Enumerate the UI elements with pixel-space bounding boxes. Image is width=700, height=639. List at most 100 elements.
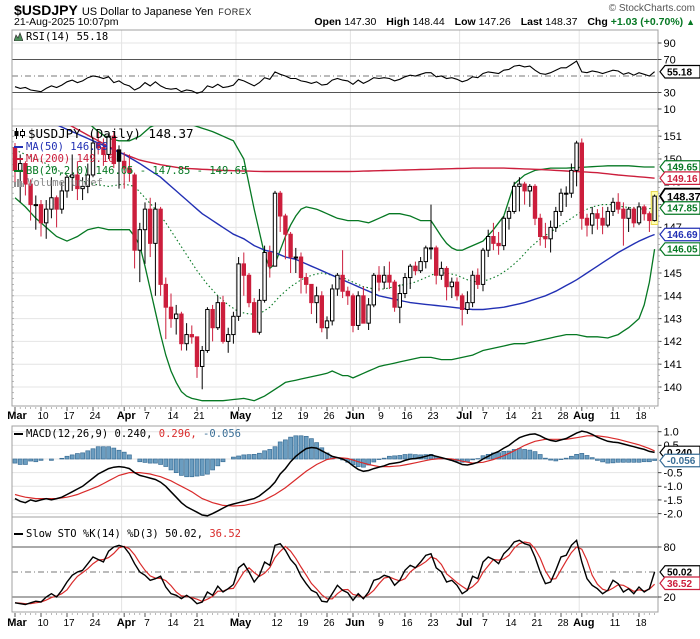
candle bbox=[345, 290, 351, 297]
candle bbox=[610, 201, 616, 212]
svg-text:143: 143 bbox=[664, 313, 682, 325]
svg-text:30: 30 bbox=[664, 87, 676, 99]
macd-histogram-bar bbox=[158, 458, 163, 465]
svg-text:7: 7 bbox=[482, 411, 488, 422]
candle bbox=[631, 208, 636, 224]
macd-value: 0.240, bbox=[114, 428, 153, 440]
svg-text:24: 24 bbox=[89, 411, 101, 422]
macd-histogram-bar bbox=[288, 436, 293, 460]
svg-text:10: 10 bbox=[37, 411, 49, 422]
bollinger-lower-band bbox=[14, 197, 656, 402]
macd-histogram-bar bbox=[49, 458, 54, 461]
svg-text:55.18: 55.18 bbox=[667, 67, 692, 78]
ma200-legend-label: MA(200) 149.16 bbox=[26, 153, 115, 165]
svg-text:19: 19 bbox=[297, 411, 309, 422]
svg-text:Mar: Mar bbox=[7, 410, 27, 422]
svg-text:18: 18 bbox=[635, 411, 647, 422]
svg-text:-0.056: -0.056 bbox=[667, 456, 696, 467]
macd-histogram-bar bbox=[350, 458, 356, 466]
candle bbox=[642, 206, 647, 215]
candle bbox=[647, 213, 652, 222]
macd-histogram-bar bbox=[210, 458, 215, 471]
candle bbox=[241, 263, 247, 276]
high-value: 148.44 bbox=[412, 16, 445, 28]
ticker-name: US Dollar to Japanese Yen bbox=[81, 6, 214, 18]
svg-text:11: 11 bbox=[610, 618, 621, 629]
x-axis: Mar 10 17 24 Apr 7 14 21 May 12 19 26 Jun 9 16 23 Jul 7 14… bbox=[7, 407, 655, 629]
macd-legend-label: MACD(12,26,9) bbox=[26, 428, 109, 440]
svg-text:28: 28 bbox=[557, 411, 569, 422]
macd-histogram-bar bbox=[199, 458, 205, 476]
macd-histogram-bar bbox=[527, 449, 533, 460]
macd-histogram-bar bbox=[257, 452, 262, 460]
candle bbox=[408, 265, 413, 279]
candle bbox=[314, 295, 319, 304]
candle bbox=[122, 160, 127, 169]
candle bbox=[600, 217, 605, 226]
svg-text:-1.5: -1.5 bbox=[664, 495, 683, 507]
candle bbox=[215, 302, 221, 329]
candle bbox=[64, 176, 70, 192]
macd-histogram-bar bbox=[23, 458, 28, 465]
macd-histogram-bar bbox=[262, 450, 267, 460]
svg-text:24: 24 bbox=[89, 618, 101, 629]
svg-text:21: 21 bbox=[531, 411, 543, 422]
macd-histogram-bar bbox=[600, 458, 605, 463]
ma50-line bbox=[57, 126, 655, 311]
macd-histogram-bar bbox=[392, 455, 397, 460]
candle bbox=[205, 308, 210, 352]
ma50-line-swatch bbox=[14, 145, 23, 148]
candle bbox=[548, 226, 553, 240]
candle bbox=[262, 251, 267, 301]
svg-text:Jun: Jun bbox=[345, 617, 365, 629]
macd-histogram-bar bbox=[189, 458, 195, 478]
candle bbox=[278, 192, 283, 217]
candle bbox=[80, 185, 85, 190]
macd-histogram-bar bbox=[558, 458, 564, 460]
candle bbox=[272, 192, 278, 267]
exchange-label: FOREX bbox=[218, 7, 252, 17]
macd-histogram-bar bbox=[293, 435, 299, 460]
ticker-symbol: $USDJPY bbox=[14, 2, 78, 18]
macd-histogram-bar bbox=[574, 454, 579, 460]
stockcharts-copyright-link[interactable]: © StockCharts.com bbox=[608, 3, 695, 14]
candle bbox=[330, 288, 335, 322]
sto-percent-k-line bbox=[14, 538, 656, 606]
macd-histogram-bar bbox=[251, 454, 257, 460]
svg-text:-2.0: -2.0 bbox=[664, 508, 683, 520]
svg-text:19: 19 bbox=[297, 618, 309, 629]
candle bbox=[590, 213, 595, 226]
svg-text:Mar: Mar bbox=[7, 617, 27, 629]
candle bbox=[616, 201, 621, 210]
macd-histogram-bar bbox=[194, 458, 200, 477]
macd-histogram-bar bbox=[215, 458, 221, 467]
candle bbox=[49, 197, 54, 210]
macd-histogram-bar bbox=[205, 458, 210, 475]
macd-line bbox=[14, 430, 655, 517]
ma200-legend: MA(200) 149.16 bbox=[14, 153, 115, 165]
candle bbox=[231, 315, 236, 336]
macd-histogram-bar bbox=[59, 457, 65, 460]
macd-histogram-bar bbox=[246, 454, 252, 460]
svg-text:Jun: Jun bbox=[345, 410, 365, 422]
candle bbox=[106, 135, 111, 155]
candlestick-icon bbox=[14, 128, 25, 141]
chart-header: $USDJPY US Dollar to Japanese Yen FOREX © … bbox=[0, 0, 700, 29]
svg-text:17: 17 bbox=[63, 618, 75, 629]
candle bbox=[512, 185, 517, 212]
candle bbox=[584, 217, 590, 226]
indicator-value-tag bbox=[659, 576, 700, 591]
svg-text:10: 10 bbox=[37, 618, 49, 629]
candle bbox=[85, 174, 90, 187]
svg-text:-0.5: -0.5 bbox=[664, 467, 683, 479]
candle bbox=[376, 274, 382, 283]
macd-histogram-bar bbox=[220, 458, 226, 463]
open-value: 147.30 bbox=[344, 16, 377, 28]
svg-text:28: 28 bbox=[557, 618, 569, 629]
ma50-legend: MA(50) 146.69 bbox=[14, 141, 108, 153]
candle bbox=[153, 208, 158, 244]
candle bbox=[350, 295, 356, 326]
panel-frames bbox=[11, 29, 659, 613]
